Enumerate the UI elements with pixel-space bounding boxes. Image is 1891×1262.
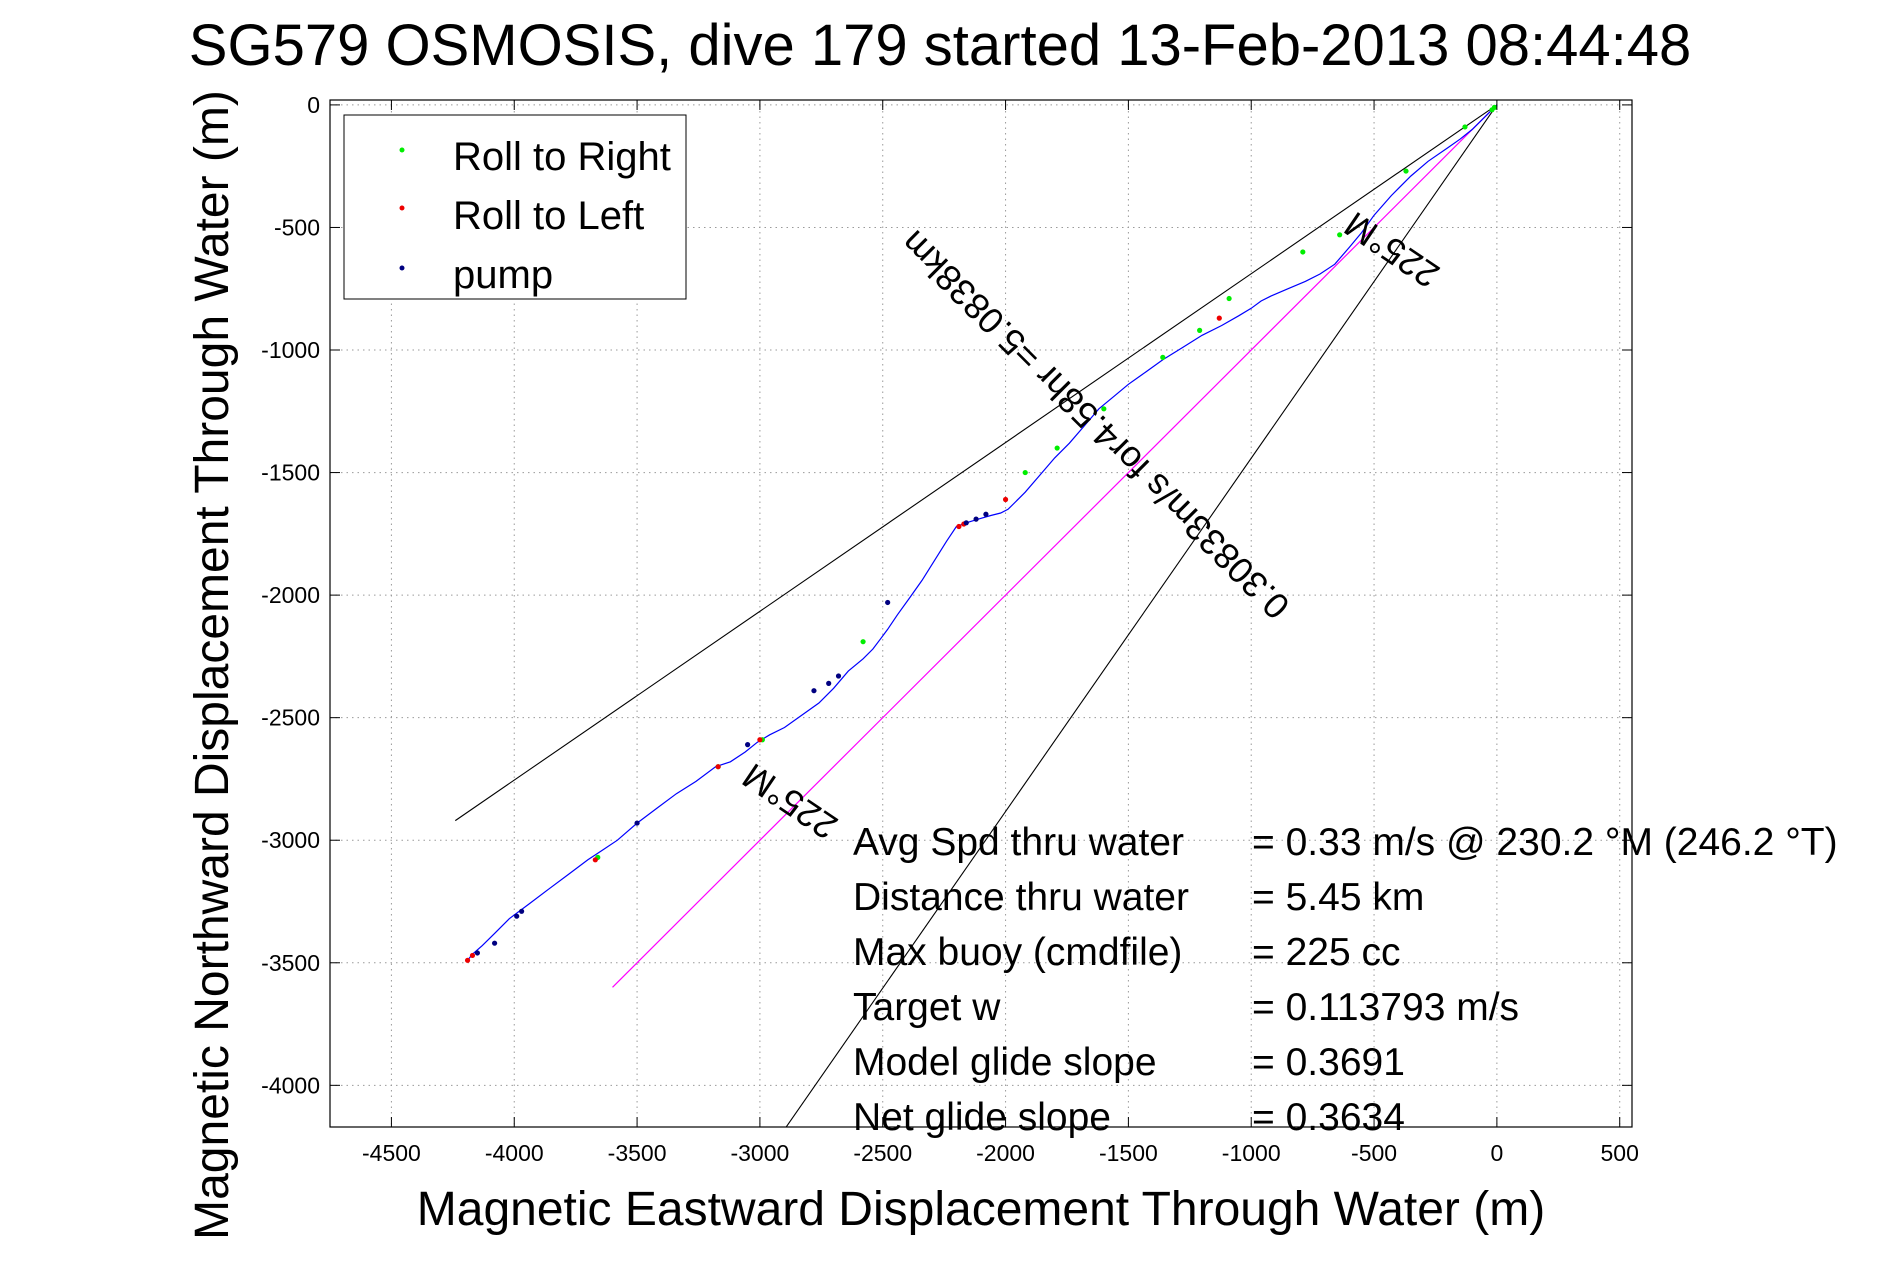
heading-envelope-line [785,104,1498,1127]
pump-point [885,599,891,606]
roll-right-point [1101,406,1107,412]
roll-left-point [592,857,598,863]
roll-right-point [1300,249,1306,255]
pump-point [835,673,842,679]
dive-statistics: Avg Spd thru water = 0.33 m/s @ 230.2 °M… [853,821,1838,1139]
x-tick-label: -1500 [1099,1140,1158,1166]
plot-frame [329,99,1633,1128]
y-tick-label: -2000 [261,582,320,608]
y-tick-label: -500 [274,214,320,240]
x-tick-label: 0 [1490,1140,1503,1166]
y-axis-label: Magnetic Northward Displacement Through … [186,90,239,1240]
y-tick-label: -4000 [261,1072,320,1098]
y-tick-label: -2500 [261,705,320,731]
x-tick-label: -4500 [362,1140,421,1166]
pump-point [491,940,498,946]
roll-left-point [1216,315,1222,321]
stat-label-max-buoy: Max buoy (cmdfile) [853,931,1182,974]
x-tick-label: -4000 [485,1140,544,1166]
pump-point [474,950,480,956]
x-tick-label: -3500 [608,1140,667,1166]
grid [330,100,1632,1127]
pump-point [519,908,525,914]
chart-title: SG579 OSMOSIS, dive 179 started 13-Feb-2… [189,13,1691,78]
y-tick-label: -3000 [261,827,320,853]
roll-right-point [1489,107,1495,113]
legend-roll-left-label: Roll to Left [453,194,644,238]
legend-pump-label: pump [453,253,553,297]
y-tick-label: -3500 [261,950,320,976]
stat-label-distance: Distance thru water [853,876,1189,919]
stat-value-model-glide: = 0.3691 [1252,1041,1405,1084]
roll-left-point [464,957,471,963]
legend-roll-right-marker [399,147,405,153]
plot-area [454,104,1498,1127]
stat-value-max-buoy: = 225 cc [1252,931,1401,974]
x-tick-label: -1000 [1222,1140,1281,1166]
legend: Roll to Right Roll to Left pump [343,114,687,300]
roll-left-point [715,764,721,770]
stat-value-net-glide: = 0.3634 [1252,1096,1405,1139]
stat-label-target-w: Target w [853,986,1001,1029]
y-tick-label: -1000 [261,337,320,363]
stat-value-avg-speed: = 0.33 m/s @ 230.2 °M (246.2 °T) [1252,821,1838,864]
x-tick-label: -500 [1351,1140,1397,1166]
x-axis-label: Magnetic Eastward Displacement Through W… [417,1183,1545,1236]
y-tick-label: 0 [307,92,320,118]
y-tick-label: -1500 [261,460,320,486]
stat-label-avg-speed: Avg Spd thru water [853,821,1184,864]
pump-point [514,913,520,919]
stat-label-net-glide: Net glide slope [853,1096,1111,1139]
roll-left-point [956,523,962,530]
roll-right-point [1226,295,1232,302]
x-tick-label: -2000 [976,1140,1035,1166]
roll-right-point [1337,232,1343,238]
pump-point [963,520,969,526]
axis-ticks: -4500 -4000 -3500 -3000 -2500 -2000 -1500 -1000… [261,92,1639,1166]
roll-left-point [757,737,763,743]
legend-roll-right-label: Roll to Right [453,135,671,179]
pump-point [811,688,817,694]
course-made-good-line [612,104,1498,988]
heading-envelope-line [454,104,1498,822]
roll-left-point [1002,496,1009,503]
pump-point [745,742,751,748]
roll-right-point [1022,469,1028,476]
roll-right-point [1462,124,1468,130]
x-tick-label: -3000 [730,1140,789,1166]
heading-annotation: 225°M [1337,204,1447,296]
stat-value-target-w: = 0.113793 m/s [1252,986,1519,1029]
legend-roll-left-marker [399,205,405,211]
legend-pump-marker [399,265,405,271]
roll-right-point [1403,168,1409,174]
roll-right-point [1160,354,1166,360]
pump-point [973,516,979,522]
roll-right-point [1197,327,1203,334]
roll-right-point [860,639,866,645]
stat-value-distance: = 5.45 km [1252,876,1424,919]
roll-left-point [469,952,476,959]
roll-right-point [1054,445,1060,451]
x-tick-label: -2500 [853,1140,912,1166]
pump-point [826,680,832,686]
pump-point [983,511,989,517]
stat-label-model-glide: Model glide slope [853,1041,1157,1084]
pump-point [634,820,640,826]
x-tick-label: 500 [1601,1140,1639,1166]
heading-annotation: 225°M [735,755,845,847]
